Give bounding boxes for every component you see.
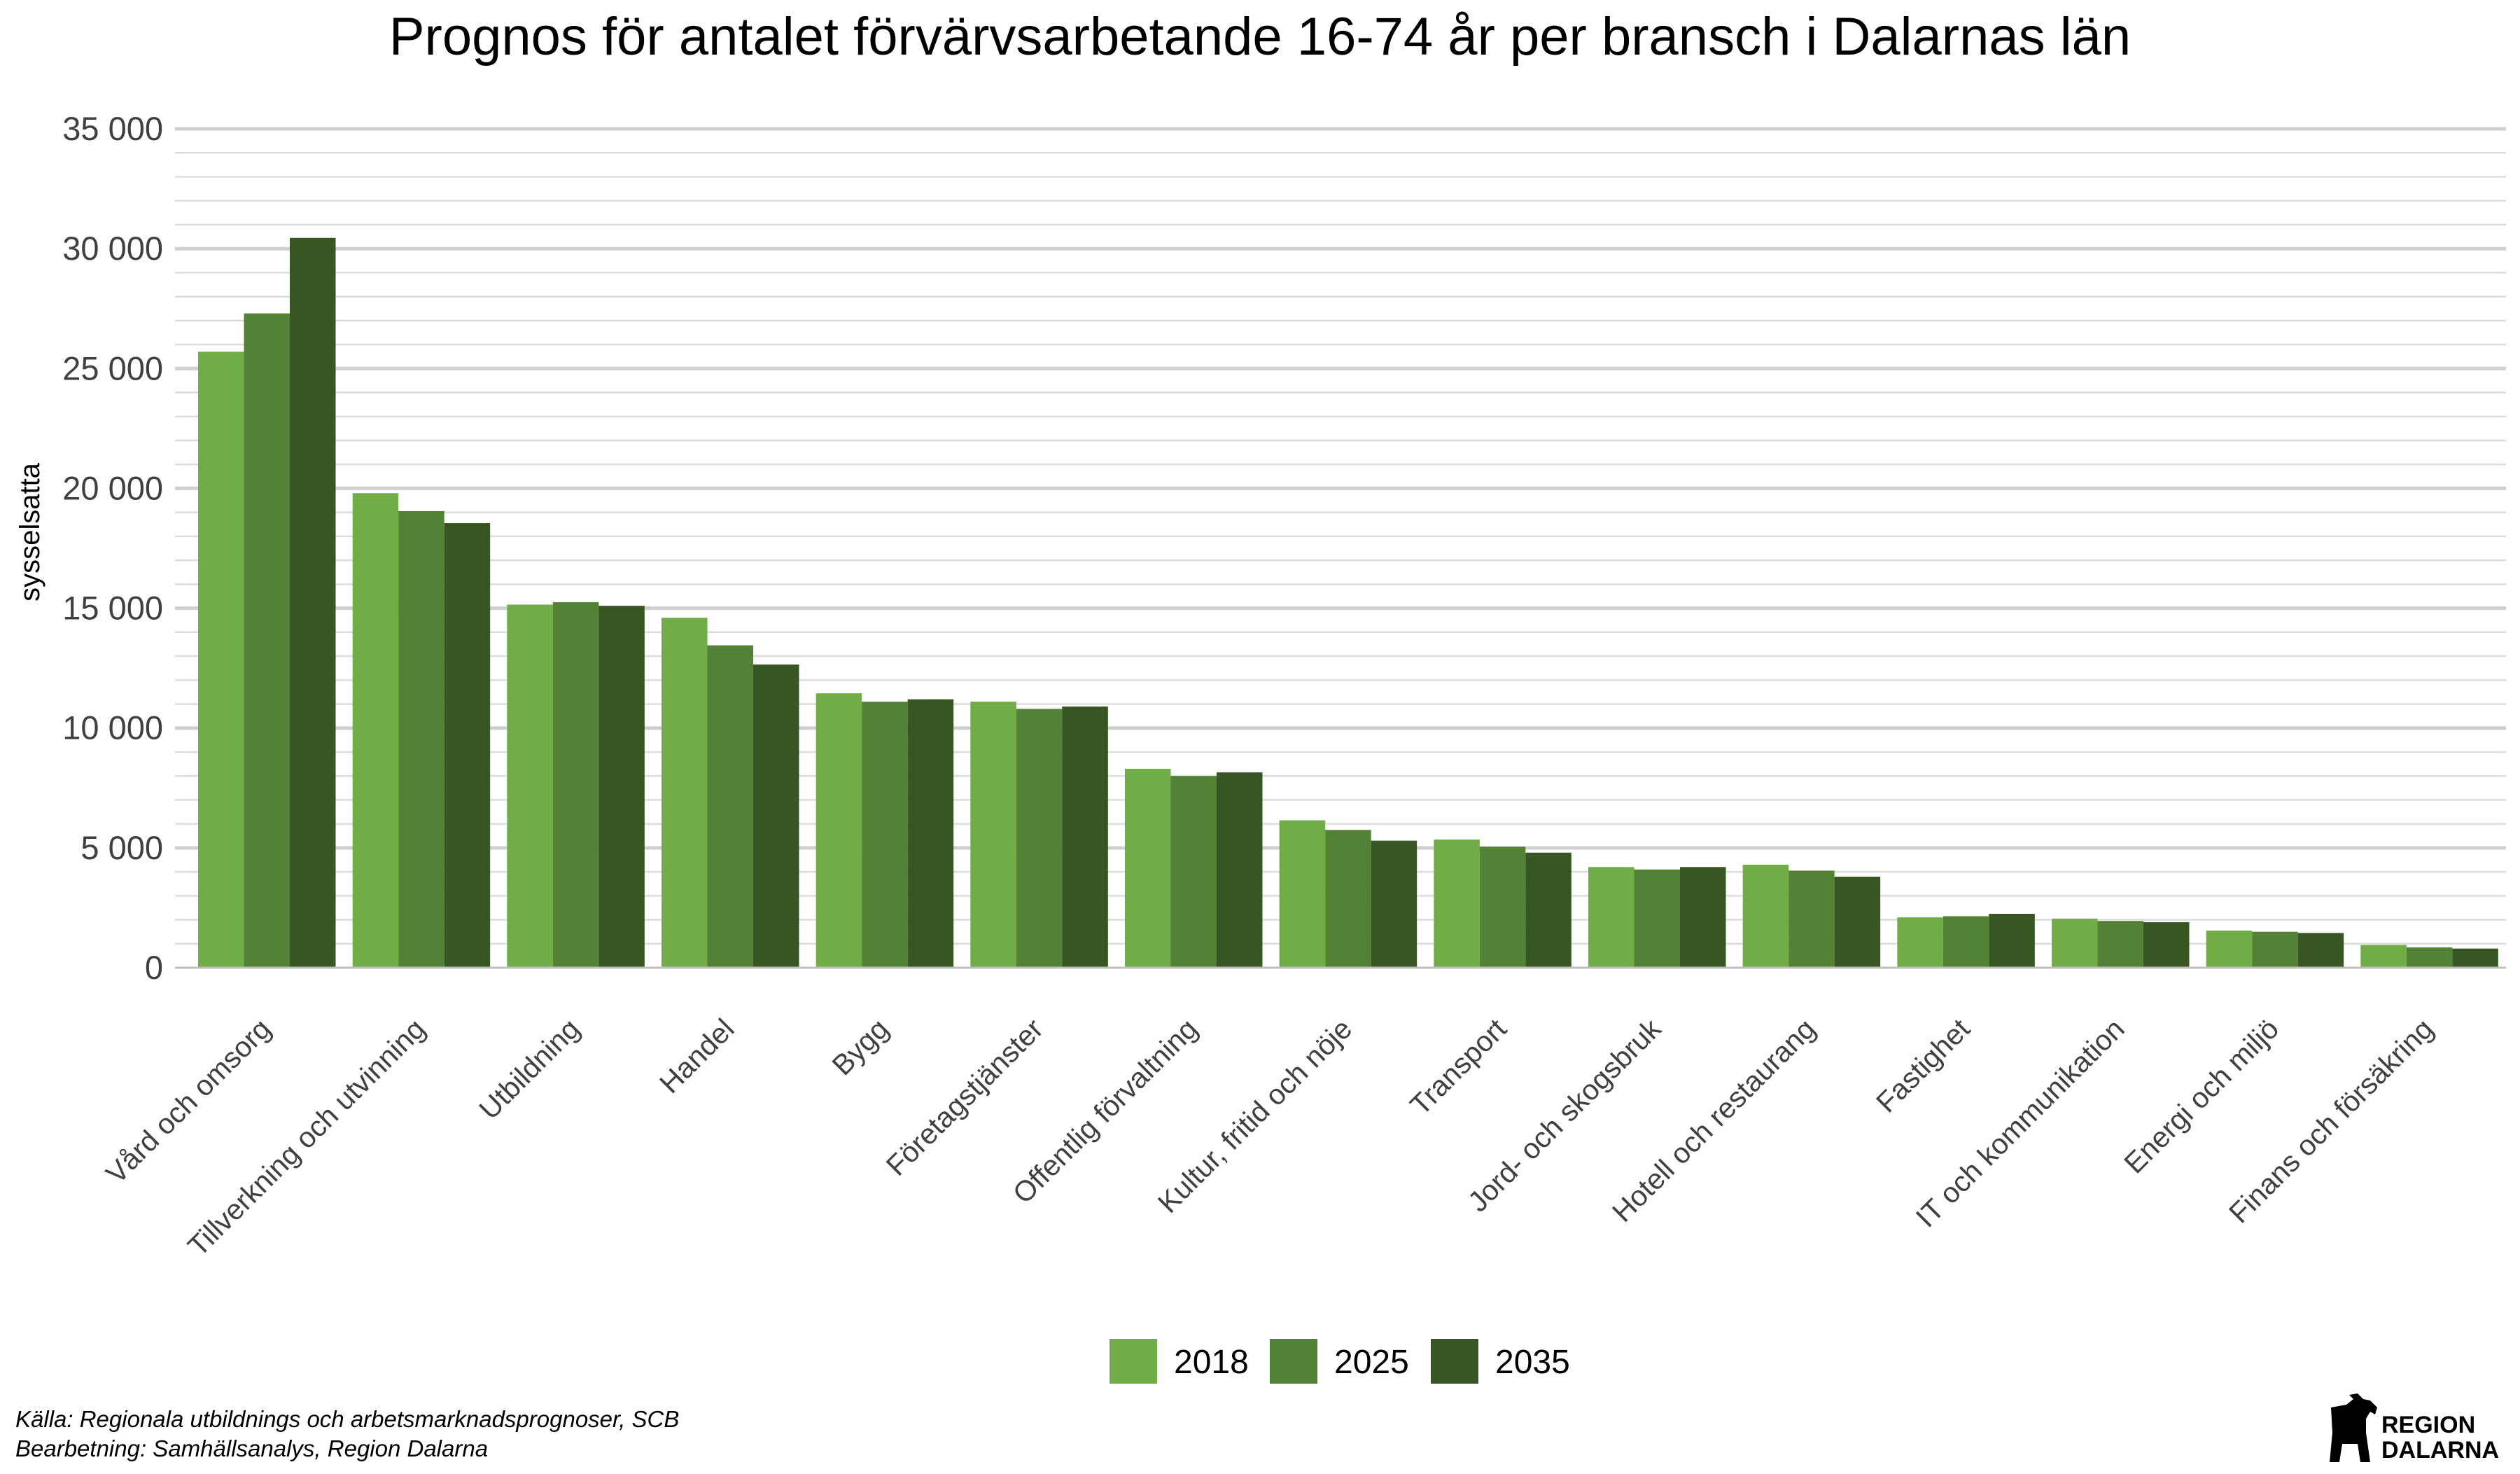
x-tick-label: Transport: [1404, 1012, 1513, 1121]
legend-swatch-2035: [1431, 1339, 1478, 1384]
bar-2025-4: [862, 702, 908, 968]
bar-2018-14: [2360, 945, 2407, 968]
bar-2025-14: [2406, 947, 2453, 968]
bar-2035-4: [907, 699, 954, 968]
bar-2018-9: [1588, 867, 1634, 968]
x-tick-label: Vård och omsorg: [99, 1013, 276, 1190]
bar-2035-2: [598, 606, 645, 968]
bar-2035-10: [1834, 876, 1881, 968]
legend-label-2035: 2035: [1495, 1344, 1570, 1381]
bar-2035-12: [2143, 922, 2190, 968]
legend-swatch-2025: [1270, 1339, 1317, 1384]
y-axis-ticks: 0 5 000 10 000 15 000 20 000 25 000 30 000 35 0…: [62, 110, 163, 986]
y-tick-label: 35 000: [62, 110, 163, 147]
bar-2035-9: [1680, 867, 1726, 968]
x-tick-label: Energi och miljö: [2118, 1013, 2285, 1180]
logo-text-line-2: DALARNA: [2381, 1437, 2499, 1463]
bar-2035-1: [444, 523, 491, 968]
bar-2018-3: [662, 618, 708, 968]
logo-text-line-1: REGION: [2381, 1412, 2475, 1438]
bar-2025-12: [2097, 921, 2143, 968]
bar-2025-2: [552, 602, 599, 968]
bar-2018-0: [198, 352, 244, 968]
legend-swatch-2018: [1110, 1339, 1157, 1384]
x-tick-label: Företagstjänster: [880, 1013, 1049, 1182]
bar-2025-13: [2252, 931, 2298, 968]
bars: [198, 237, 2498, 968]
bar-2018-10: [1742, 864, 1789, 968]
bar-2025-10: [1788, 870, 1835, 968]
bar-2035-7: [1371, 840, 1418, 968]
y-axis-label: sysselsatta: [15, 462, 46, 602]
chart-title: Prognos för antalet förvärvsarbetande 16…: [389, 7, 2131, 67]
bar-2025-8: [1479, 847, 1526, 968]
bar-2025-11: [1942, 916, 1989, 968]
bar-2025-9: [1634, 869, 1680, 968]
bar-2018-12: [2052, 918, 2098, 968]
bar-2018-11: [1897, 917, 1943, 968]
bar-2018-1: [352, 493, 399, 968]
bar-2035-6: [1217, 772, 1263, 968]
bar-2025-7: [1325, 830, 1371, 968]
bar-2035-3: [753, 665, 799, 968]
bar-2018-2: [507, 604, 553, 968]
legend-label-2018: 2018: [1174, 1344, 1249, 1381]
bar-2035-8: [1525, 852, 1572, 968]
legend-label-2025: 2025: [1334, 1344, 1409, 1381]
source-line-1: Källa: Regionala utbildnings och arbetsm…: [15, 1406, 679, 1432]
bar-2018-5: [970, 702, 1016, 968]
bar-2035-14: [2452, 948, 2498, 968]
bar-2025-6: [1170, 776, 1217, 968]
region-dalarna-logo: REGION DALARNA: [2330, 1393, 2499, 1463]
bar-2025-0: [244, 313, 290, 968]
bar-2035-11: [1989, 913, 2035, 968]
y-tick-label: 30 000: [62, 230, 163, 267]
source-line-2: Bearbetning: Samhällsanalys, Region Dala…: [15, 1435, 488, 1461]
bar-2035-5: [1062, 706, 1108, 968]
x-tick-label: Utbildning: [472, 1013, 585, 1125]
bar-2018-4: [816, 693, 862, 968]
bar-2025-1: [398, 510, 444, 968]
bar-2025-3: [707, 645, 753, 968]
bar-2035-0: [290, 237, 336, 968]
bar-2018-6: [1125, 768, 1171, 968]
x-tick-label: Handel: [653, 1013, 740, 1099]
bar-2018-7: [1279, 820, 1326, 968]
bar-2035-13: [2297, 933, 2344, 968]
legend: 2018 2025 2035: [1110, 1339, 1570, 1384]
y-tick-label: 5 000: [80, 829, 163, 866]
x-tick-label: Bygg: [826, 1013, 895, 1082]
y-tick-label: 15 000: [62, 590, 163, 627]
bar-2018-13: [2206, 930, 2253, 968]
y-tick-label: 25 000: [62, 349, 163, 387]
y-tick-label: 20 000: [62, 469, 163, 506]
x-tick-label: Fastighet: [1870, 1012, 1976, 1118]
dala-horse-icon: [2330, 1393, 2377, 1462]
y-tick-label: 0: [145, 949, 163, 986]
bar-2025-5: [1016, 709, 1063, 968]
y-tick-label: 10 000: [62, 709, 163, 746]
bar-2018-8: [1434, 839, 1480, 968]
